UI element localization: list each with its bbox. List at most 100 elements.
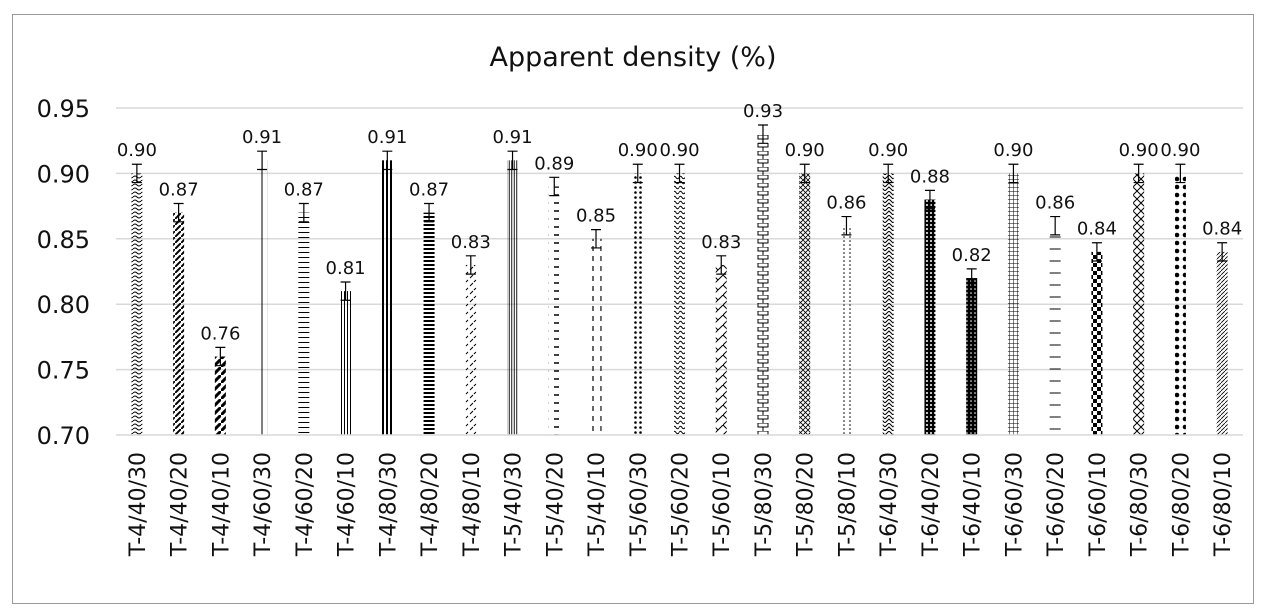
chart-title: Apparent density (%) [490, 42, 777, 73]
error-bar [674, 163, 685, 184]
x-tick-label: T-6/60/20 [1044, 452, 1069, 557]
data-label: 0.90 [868, 140, 908, 161]
bar [1133, 173, 1145, 435]
error-bar [799, 163, 810, 184]
error-bar [465, 255, 476, 275]
x-tick-label: T-6/40/30 [877, 452, 902, 557]
y-axis-tick-labels: 0.70 0.75 0.80 0.85 0.90 0.95 [37, 95, 90, 450]
error-bar [131, 163, 142, 184]
error-bar [257, 150, 268, 171]
error-bar [1091, 242, 1102, 262]
bar [715, 264, 727, 435]
bar [507, 160, 519, 435]
data-label: 0.91 [367, 127, 407, 148]
x-tick-label: T-5/60/20 [669, 452, 694, 557]
bar [173, 212, 185, 435]
x-tick-label: T-5/40/20 [543, 452, 568, 557]
data-label: 0.76 [200, 323, 240, 344]
y-tick-label: 0.95 [37, 95, 90, 123]
error-bar [1217, 242, 1228, 262]
data-label: 0.86 [826, 193, 866, 214]
data-labels: 0.900.870.760.910.870.810.910.870.830.91… [117, 101, 1242, 344]
error-bar [883, 163, 894, 184]
bar [757, 134, 769, 435]
data-label: 0.93 [743, 101, 783, 122]
error-bar [298, 202, 309, 223]
data-label: 0.90 [1160, 140, 1200, 161]
x-tick-label: T-4/60/20 [293, 452, 318, 557]
error-bar [340, 281, 351, 301]
x-tick-label: T-6/80/30 [1128, 452, 1153, 557]
bar [423, 212, 435, 435]
data-label: 0.90 [618, 140, 658, 161]
bar [214, 356, 226, 435]
error-bar [1133, 163, 1144, 184]
y-tick-label: 0.85 [37, 226, 90, 254]
error-bar [382, 150, 393, 171]
data-label: 0.83 [451, 232, 491, 253]
bar [1007, 173, 1019, 435]
y-tick-label: 0.80 [37, 291, 90, 319]
x-tick-label: T-5/60/30 [627, 452, 652, 557]
y-tick-label: 0.90 [37, 160, 90, 188]
data-label: 0.87 [409, 179, 449, 200]
data-label: 0.82 [952, 245, 992, 266]
data-label: 0.88 [910, 166, 950, 187]
x-tick-label: T-4/40/20 [168, 452, 193, 557]
data-label: 0.84 [1077, 219, 1117, 240]
x-tick-label: T-5/60/10 [710, 452, 735, 557]
error-bars [131, 124, 1228, 367]
bar [840, 225, 852, 435]
x-tick-label: T-5/80/10 [835, 452, 860, 557]
data-label: 0.87 [159, 179, 199, 200]
bar [1091, 251, 1103, 435]
error-bar [716, 255, 727, 275]
error-bar [966, 268, 977, 288]
x-tick-label: T-4/40/10 [209, 452, 234, 557]
x-tick-label: T-4/40/30 [126, 452, 151, 557]
error-bar [173, 202, 184, 223]
x-tick-label: T-6/60/10 [1086, 452, 1111, 557]
error-bar [507, 150, 518, 171]
bar [799, 173, 811, 435]
error-bar [632, 163, 643, 184]
error-bar [1175, 163, 1186, 184]
bar [1216, 251, 1228, 435]
x-tick-label: T-6/60/30 [1002, 452, 1027, 557]
data-label: 0.90 [785, 140, 825, 161]
x-tick-label: T-4/60/10 [335, 452, 360, 557]
error-bar [841, 215, 852, 236]
bar [298, 212, 310, 435]
chart-frame: Apparent density (%) 0.70 0.75 0.80 0.85 0.9… [12, 14, 1254, 604]
data-label: 0.91 [492, 127, 532, 148]
error-bar [1008, 163, 1019, 184]
data-label: 0.90 [993, 140, 1033, 161]
x-tick-label: T-6/40/10 [961, 452, 986, 557]
x-tick-label: T-6/80/10 [1211, 452, 1236, 557]
bar [256, 160, 268, 435]
data-label: 0.90 [117, 140, 157, 161]
error-bar [757, 124, 768, 144]
error-bar [1050, 215, 1061, 236]
x-tick-label: T-6/40/20 [919, 452, 944, 557]
bar [1049, 225, 1061, 435]
bar [131, 173, 143, 435]
x-tick-label: T-4/80/30 [376, 452, 401, 557]
bar [1174, 173, 1186, 435]
x-tick-label: T-5/40/30 [502, 452, 527, 557]
bar [632, 173, 644, 435]
data-label: 0.91 [242, 127, 282, 148]
error-bar [424, 202, 435, 223]
y-tick-label: 0.70 [37, 422, 90, 450]
x-tick-label: T-4/80/10 [460, 452, 485, 557]
bar [381, 160, 393, 435]
bar [590, 238, 602, 435]
data-label: 0.90 [1119, 140, 1159, 161]
data-label: 0.86 [1035, 193, 1075, 214]
data-label: 0.83 [701, 232, 741, 253]
x-axis-tick-labels: T-4/40/30 T-4/40/20 T-4/40/10 T-4/60/30 T-4/… [126, 452, 1236, 557]
bar [966, 278, 978, 435]
bar [465, 264, 477, 435]
data-label: 0.87 [284, 179, 324, 200]
x-tick-label: T-6/80/20 [1169, 452, 1194, 557]
